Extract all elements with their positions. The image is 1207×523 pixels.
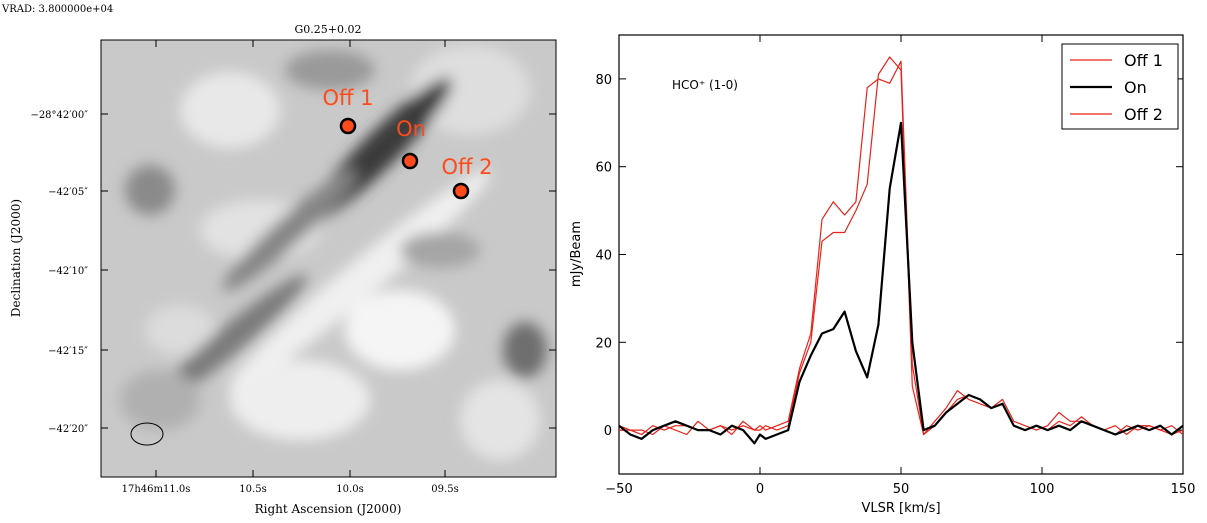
marker-on: On: [396, 117, 426, 170]
map-frame: [100, 39, 557, 478]
x-tick-label-0: −50: [605, 482, 632, 497]
map-xtick-0: 17h46m11.0s: [122, 484, 191, 495]
chart-ylabel: mJy/Beam: [569, 221, 584, 287]
map-xlabel: Right Ascension (J2000): [255, 502, 402, 516]
map-xtick-2: 10.0s: [336, 484, 363, 495]
vrad-header: VRAD: 3.800000e+04: [1, 4, 113, 15]
map-ytick-2: −42′10″: [48, 266, 88, 277]
map-ytick-4: −42′20″: [48, 424, 88, 435]
map-image: [101, 40, 556, 477]
legend-label-on: On: [1124, 78, 1147, 97]
marker-off2: Off 2: [441, 155, 493, 200]
chart-annotation: HCO⁺ (1-0): [672, 78, 738, 92]
y-tick-label-2: 40: [595, 249, 612, 264]
map-title: G0.25+0.02: [295, 23, 362, 36]
map-xtick-1: 10.5s: [239, 484, 266, 495]
map-frame-ticks: [101, 40, 556, 477]
chart-xlabel: VLSR [km/s]: [861, 501, 940, 516]
map-xtick-3: 09.5s: [431, 484, 458, 495]
y-tick-label-4: 80: [595, 73, 612, 88]
series-layer: [619, 56, 1183, 445]
x-tick-label-2: 50: [893, 482, 910, 497]
legend: Off 1 On Off 2: [1061, 43, 1179, 130]
x-tick-label-3: 100: [1030, 482, 1055, 497]
beam-ellipse: [130, 422, 164, 446]
y-tick-label-3: 60: [595, 161, 612, 176]
map-panel: VRAD: 3.800000e+04 G0.25+0.02: [1, 4, 557, 516]
map-ytick-3: −42′15″: [48, 346, 88, 357]
map-ylabel: Declination (J2000): [9, 199, 23, 317]
legend-label-off1: Off 1: [1124, 51, 1163, 70]
axis-ticks: −50 0 50 100 150 0 20 40 60 80: [595, 35, 1195, 497]
marker-off1: Off 1: [322, 86, 374, 135]
marker-off2-label: Off 2: [441, 155, 492, 179]
marker-on-dot: [401, 152, 419, 170]
y-tick-label-0: 0: [604, 424, 612, 439]
y-tick-label-1: 20: [595, 336, 612, 351]
series-line-on: [619, 121, 1183, 445]
marker-off1-label: Off 1: [322, 86, 373, 110]
x-tick-label-1: 0: [756, 482, 764, 497]
map-ytick-1: −42′05″: [48, 187, 88, 198]
spectrum-chart: −50 0 50 100 150 0 20 40 60 80 VLSR [km/s] mJy/Be…: [569, 34, 1195, 516]
legend-label-off2: Off 2: [1124, 105, 1163, 124]
marker-off2-dot: [452, 182, 470, 200]
marker-off1-dot: [339, 117, 357, 135]
marker-on-label: On: [396, 117, 426, 141]
map-ytick-0: −28°42′00″: [30, 110, 88, 121]
x-tick-label-4: 150: [1171, 482, 1196, 497]
